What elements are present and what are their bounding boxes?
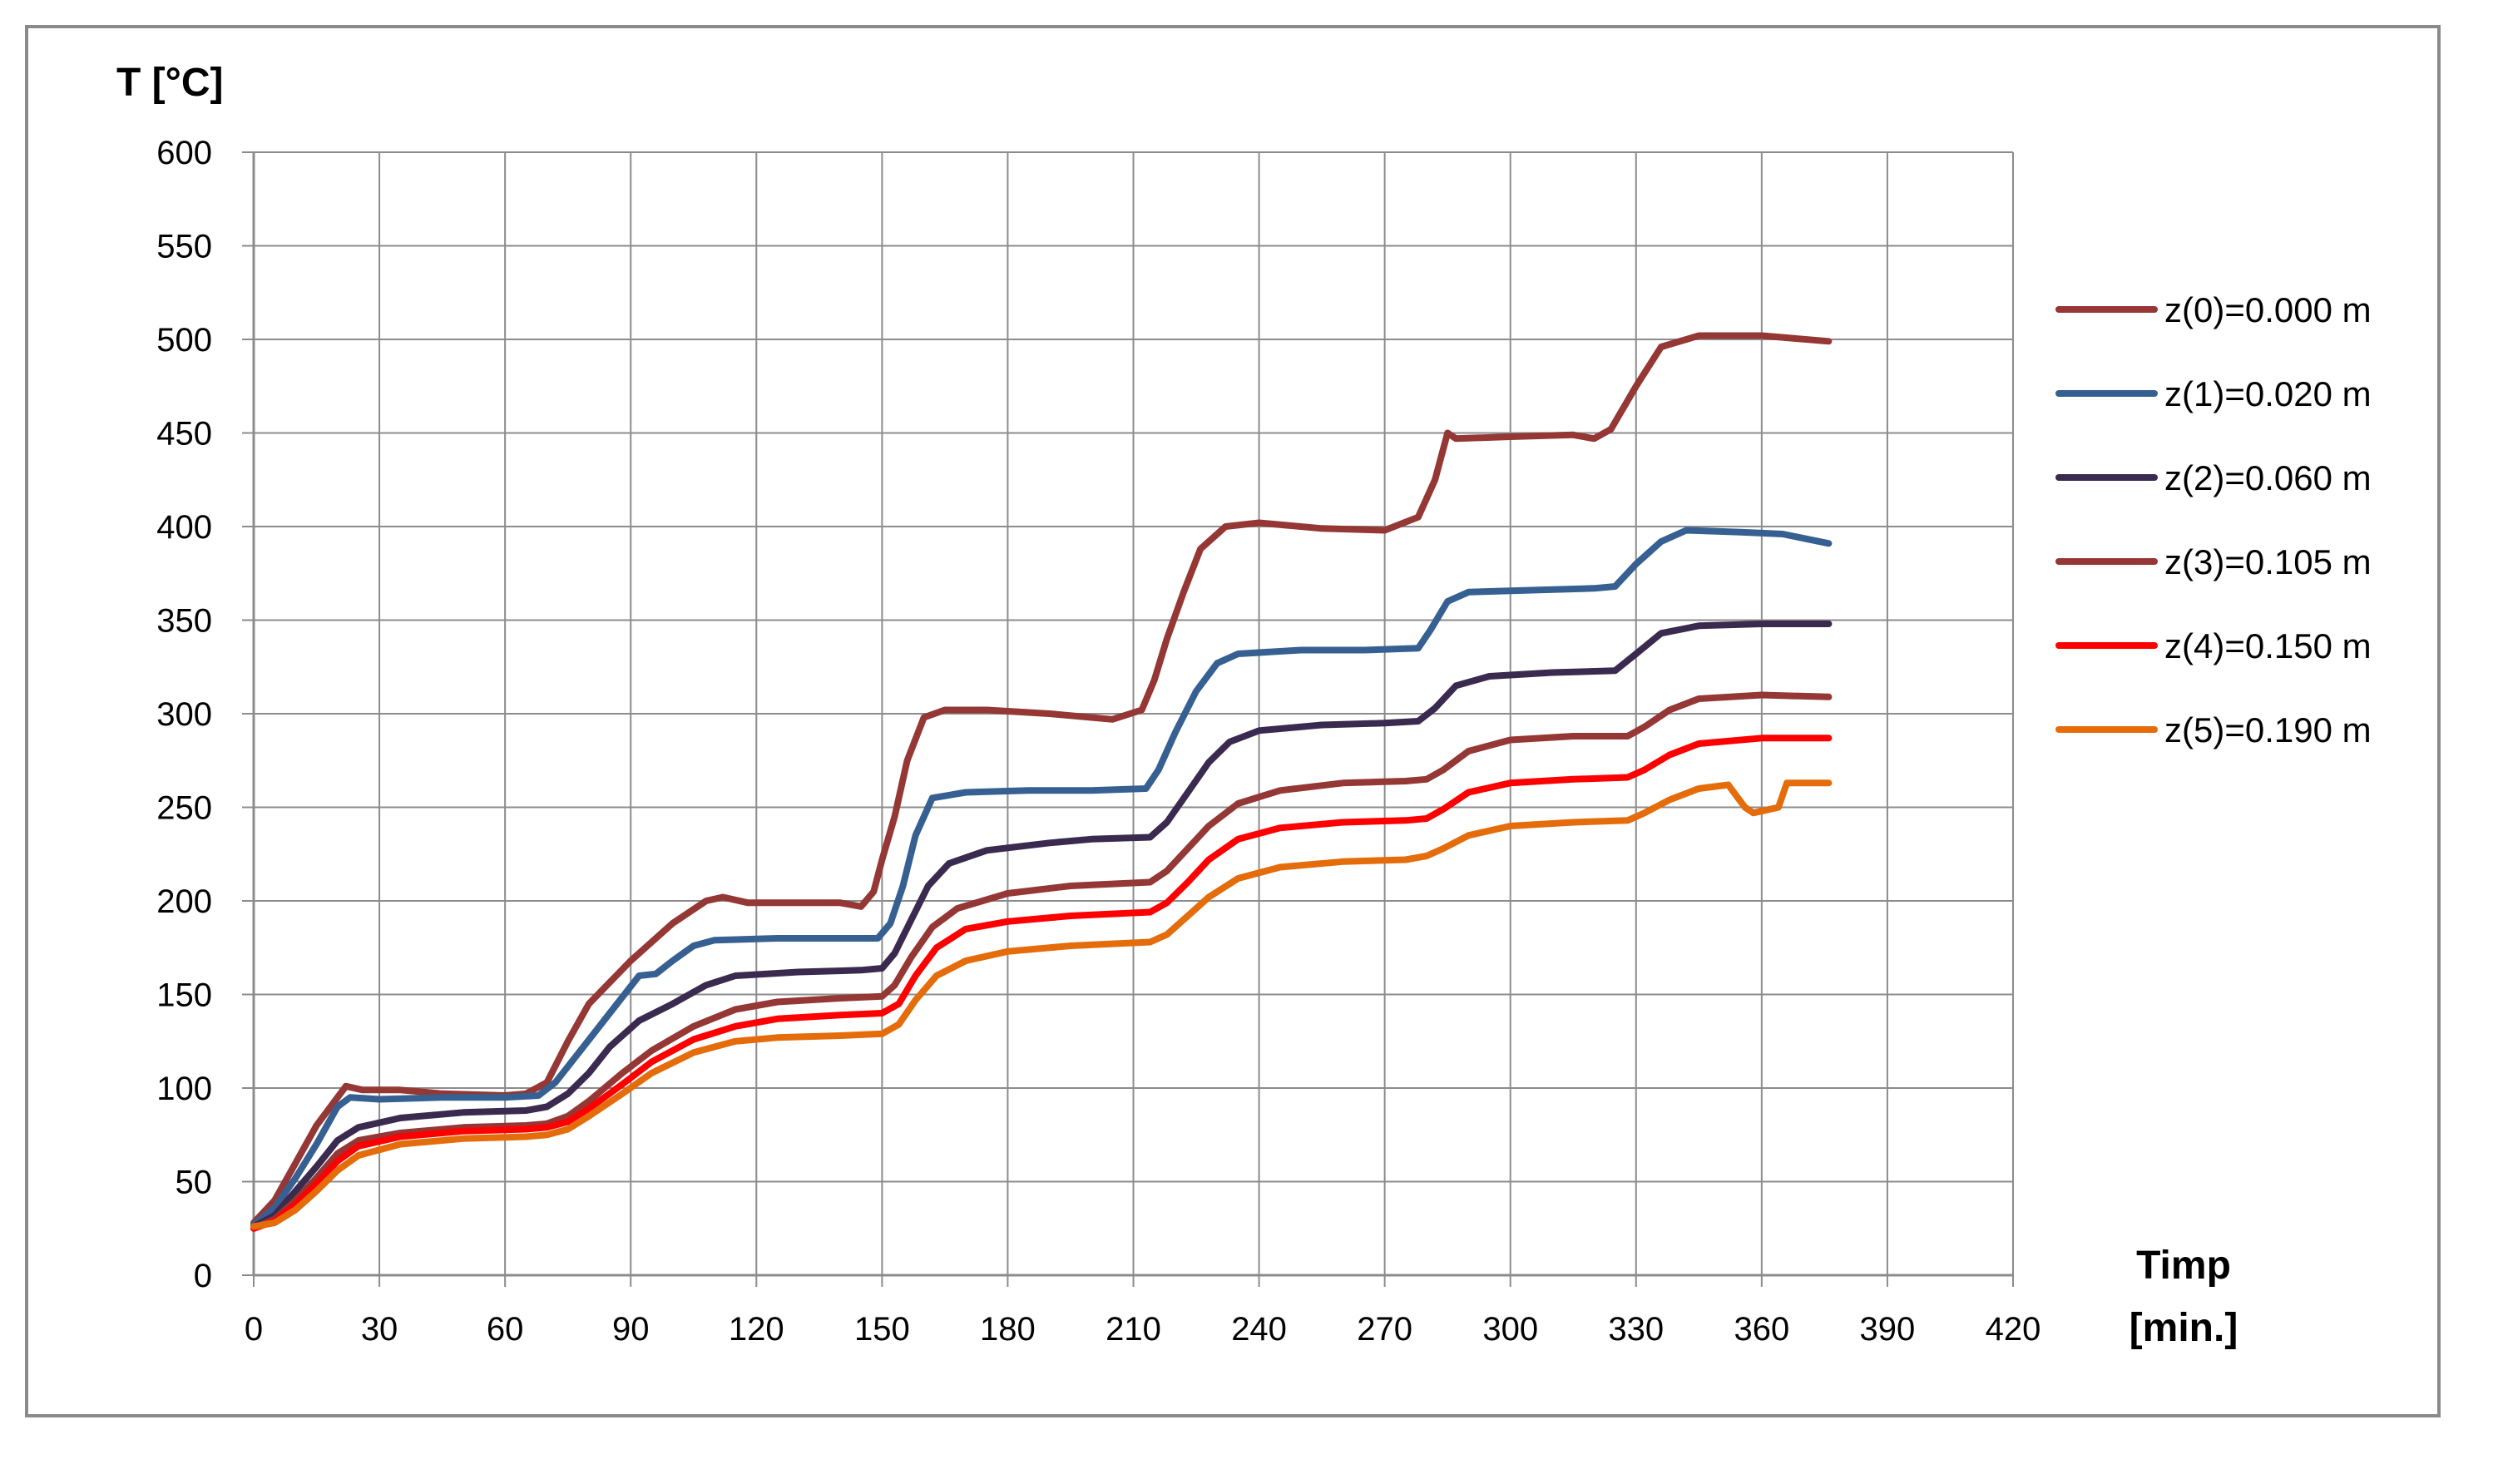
y-tick-label: 0 (194, 1258, 212, 1294)
y-axis-title: T [°C] (116, 61, 223, 105)
y-tick-labels: 0 50 100 150 200 250 300 350 400 450 500 550 600 (156, 135, 212, 1294)
y-tick-label: 500 (156, 322, 212, 359)
x-tick-labels: 0 30 60 90 120 150 180 210 240 270 300 330 360 390 420 (245, 1311, 2041, 1348)
y-tick-label: 200 (156, 883, 212, 920)
y-tick-label: 600 (156, 135, 212, 171)
chart-frame (25, 25, 2441, 1417)
y-tick-label: 550 (156, 229, 212, 265)
series-line-3 (250, 691, 1833, 1232)
axes (242, 151, 2014, 1287)
x-tick-label: 420 (1986, 1311, 2041, 1348)
x-tick-label: 360 (1734, 1311, 1789, 1348)
y-tick-label: 350 (156, 603, 212, 640)
y-tick-label: 250 (156, 790, 212, 827)
y-tick-label: 400 (156, 509, 212, 546)
legend-label-2: z(2)=0.060 m (2164, 458, 2372, 497)
legend-label-3: z(3)=0.105 m (2164, 542, 2372, 581)
x-tick-label: 270 (1357, 1311, 1412, 1348)
x-tick-label: 120 (729, 1311, 784, 1348)
series-line-1 (250, 527, 1833, 1229)
y-tick-label: 300 (156, 696, 212, 733)
x-tick-label: 60 (487, 1311, 524, 1348)
legend-label-4: z(4)=0.150 m (2164, 626, 2372, 665)
y-tick-label: 450 (156, 416, 212, 453)
x-tick-label: 330 (1608, 1311, 1664, 1348)
series-line-2 (250, 621, 1833, 1230)
y-tick-label: 150 (156, 977, 212, 1014)
x-axis-title-line-1: Timp (2136, 1244, 2231, 1288)
legend-label-0: z(0)=0.000 m (2164, 290, 2372, 329)
x-tick-label: 300 (1482, 1311, 1538, 1348)
x-axis-title-line-2: [min.] (2129, 1306, 2238, 1350)
x-tick-label: 0 (245, 1311, 263, 1348)
x-tick-label: 90 (612, 1311, 650, 1348)
x-tick-label: 180 (980, 1311, 1036, 1348)
x-tick-label: 390 (1860, 1311, 1916, 1348)
y-tick-label: 50 (176, 1165, 213, 1201)
x-tick-label: 240 (1231, 1311, 1287, 1348)
legend-label-5: z(5)=0.190 m (2164, 710, 2372, 749)
x-tick-label: 150 (854, 1311, 910, 1348)
x-tick-label: 30 (361, 1311, 398, 1348)
series-lines (250, 332, 1833, 1232)
series-line-4 (250, 735, 1833, 1232)
x-tick-label: 210 (1106, 1311, 1161, 1348)
legend: z(0)=0.000 m z(1)=0.020 m z(2)=0.060 m z(3)… (2055, 290, 2372, 749)
legend-label-1: z(1)=0.020 m (2164, 374, 2372, 413)
y-tick-label: 100 (156, 1071, 212, 1107)
series-line-5 (250, 779, 1833, 1230)
